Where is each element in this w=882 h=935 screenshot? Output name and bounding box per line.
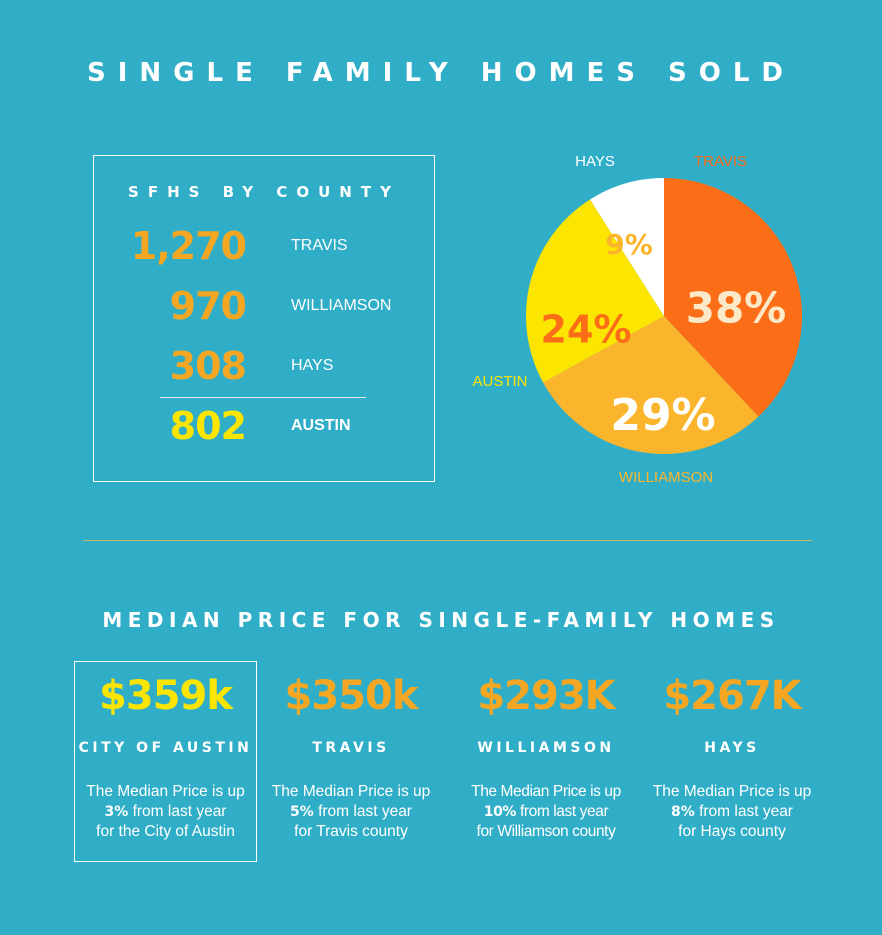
sfhs-by-county-box: SFHS BY COUNTY 1,270 TRAVIS 970 WILLIAMS… [93,155,435,482]
county-row: 970 WILLIAMSON [94,281,434,331]
price-column: $293K WILLIAMSON The Median Price is up … [455,670,637,870]
median-price-area: WILLIAMSON [477,740,615,756]
note-line: from last year [313,803,412,820]
price-column: $267K HAYS The Median Price is up 8% fro… [643,670,821,870]
pie-slice-label: TRAVIS [694,153,747,170]
note-percent: 10% [483,804,517,820]
note-line: for Williamson county [476,823,616,840]
note-line: from last year [516,803,609,820]
county-name: WILLIAMSON [291,297,392,314]
price-column: $350k TRAVIS The Median Price is up 5% f… [262,670,440,870]
pie-chart: 38% TRAVIS 29% WILLIAMSON 24% AUSTIN 9% HAYS [472,153,803,486]
note-line: for Hays county [678,823,786,840]
price-column: $359k CITY OF AUSTIN The Median Price is… [74,670,257,870]
page-title: SINGLE FAMILY HOMES SOLD [87,58,795,88]
county-row: 308 HAYS [94,341,434,391]
county-name: AUSTIN [291,417,351,434]
county-count: 308 [169,344,247,388]
county-row: 1,270 TRAVIS [94,221,434,271]
pie-slice-label: WILLIAMSON [619,469,713,486]
median-price-value: $293K [477,673,615,719]
note-line: for the City of Austin [96,823,235,840]
median-price-value: $267K [663,673,801,719]
county-row: 802 AUSTIN [94,401,434,451]
pie-slice-label: HAYS [575,153,615,170]
pie-slice-label: AUSTIN [472,373,527,390]
county-count: 802 [169,404,247,448]
median-price-area: HAYS [704,740,760,756]
note-line: The Median Price is up [86,783,245,800]
note-line: from last year [694,803,793,820]
median-price-area: CITY OF AUSTIN [78,740,253,756]
median-price-note: The Median Price is up 5% from last year… [262,782,440,842]
note-percent: 5% [290,804,314,820]
pie-chart-area: 38% TRAVIS 29% WILLIAMSON 24% AUSTIN 9% HAYS [450,140,882,500]
note-line: The Median Price is up [471,783,621,800]
note-line: The Median Price is up [271,783,431,800]
county-count: 1,270 [130,224,247,268]
pie-percent-label: 38% [686,284,787,333]
median-price-value: $350k [284,673,419,719]
median-price-note: The Median Price is up 3% from last year… [74,782,257,842]
median-price-note: The Median Price is up 10% from last yea… [455,782,637,842]
pie-slice-williamson [543,316,759,455]
pie-percent-label: 24% [541,308,632,352]
pie-percent-label: 29% [610,390,715,441]
county-count: 970 [169,284,247,328]
pie-slice-hays [590,178,664,316]
county-name: HAYS [291,357,334,374]
note-line: for Travis county [294,823,408,840]
city-of-austin-highlight-box [74,661,257,862]
sfhs-by-county-title: SFHS BY COUNTY [128,183,400,201]
median-price-value: $359k [99,673,233,719]
note-line: from last year [128,803,227,820]
section-divider [83,540,812,541]
note-percent: 8% [671,804,695,820]
pie-percent-label: 9% [605,228,653,261]
median-price-title: MEDIAN PRICE FOR SINGLE-FAMILY HOMES [102,608,780,632]
note-line: The Median Price is up [652,783,812,800]
note-percent: 3% [104,804,129,820]
county-name: TRAVIS [291,237,348,254]
pie-slice-austin [526,199,664,383]
median-price-area: TRAVIS [312,740,390,756]
median-price-note: The Median Price is up 8% from last year… [643,782,821,842]
table-divider [160,397,366,398]
pie-slice-travis [664,178,803,417]
